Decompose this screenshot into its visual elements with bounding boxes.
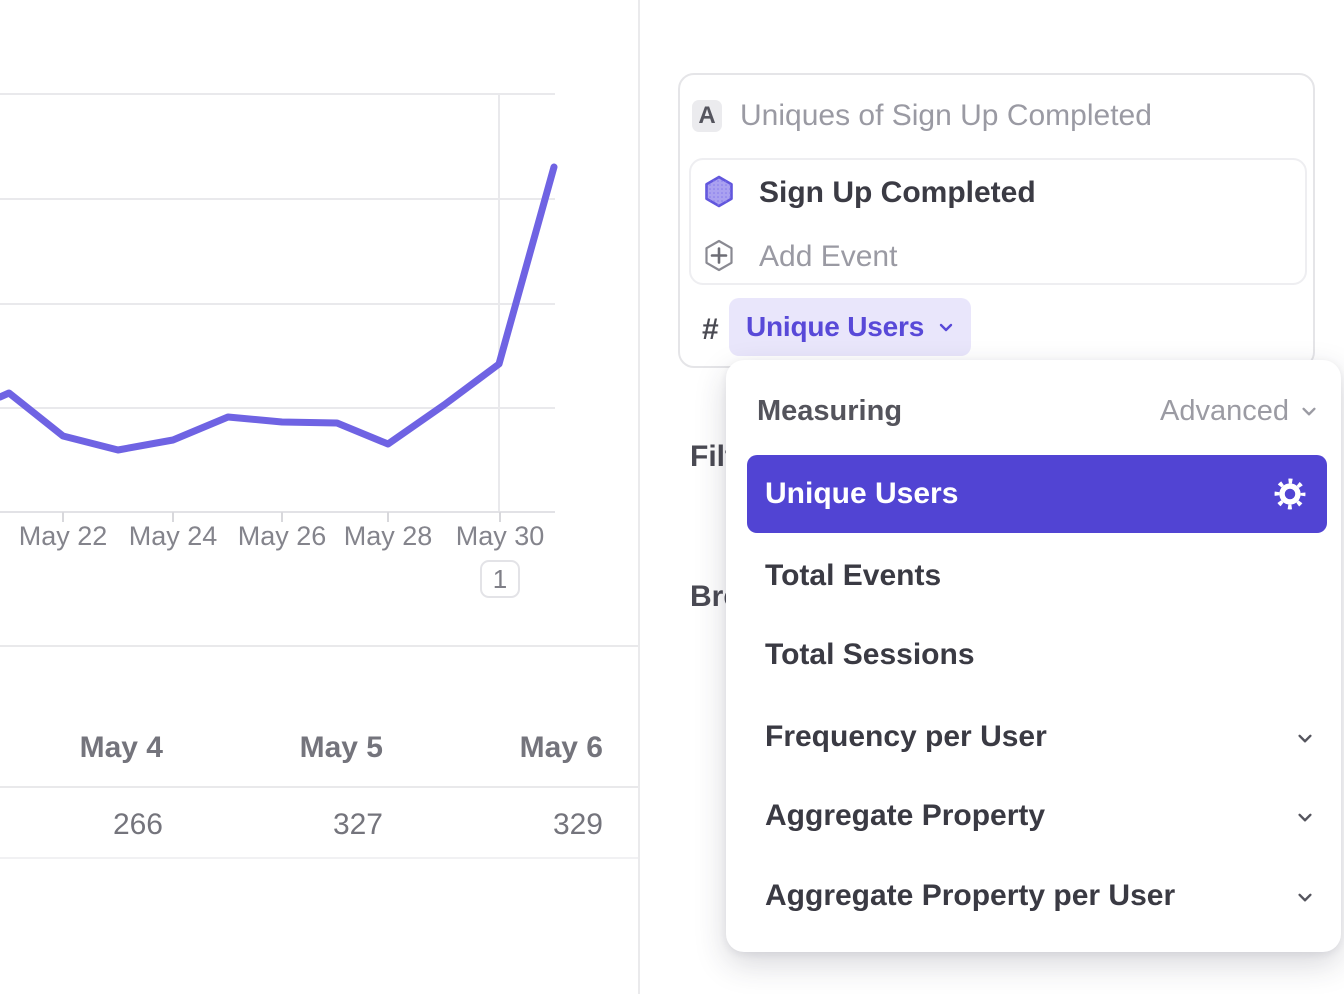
dropdown-header: Measuring Advanced <box>757 395 1322 427</box>
table-header-cell: May 4 <box>79 731 163 764</box>
chevron-down-icon <box>934 315 958 339</box>
annotation-badge[interactable]: 1 <box>480 560 520 598</box>
table-value-cell: 266 <box>112 808 163 841</box>
measuring-label: Measuring <box>757 394 903 427</box>
menu-item-frequency-per-user[interactable]: Frequency per User <box>765 720 1047 753</box>
x-axis-tick-label: May 30 <box>455 521 545 551</box>
x-axis-tick-label: May 22 <box>18 521 108 551</box>
table-value-cell: 327 <box>332 808 383 841</box>
event-hexagon-icon <box>704 175 734 213</box>
menu-item-total-sessions[interactable]: Total Sessions <box>765 638 975 671</box>
advanced-label: Advanced <box>1160 394 1289 427</box>
metric-selector-chip[interactable]: Unique Users <box>729 298 972 356</box>
pane-divider <box>638 0 640 994</box>
series-letter-badge: A <box>692 100 722 132</box>
chevron-down-icon <box>1296 398 1322 424</box>
table-header-cell: May 6 <box>519 731 603 764</box>
chevron-down-icon[interactable] <box>1292 884 1318 915</box>
x-axis-tick-label: May 24 <box>128 521 218 551</box>
chevron-down-icon[interactable] <box>1292 804 1318 835</box>
series-title: Uniques of Sign Up Completed <box>740 99 1152 132</box>
metric-selector-value: Unique Users <box>746 311 925 342</box>
line-chart-svg[interactable] <box>0 0 639 630</box>
table-row-border <box>0 857 638 859</box>
chevron-down-icon[interactable] <box>1292 725 1318 756</box>
menu-item-aggregate-property-per-user[interactable]: Aggregate Property per User <box>765 879 1176 912</box>
table-top-border <box>0 645 638 647</box>
measuring-dropdown-menu: Measuring Advanced Unique Users Total Ev… <box>726 360 1341 952</box>
add-event-icon[interactable] <box>704 239 734 277</box>
event-card: Sign Up Completed Add Event <box>689 158 1307 285</box>
metric-type-symbol: # <box>702 313 719 346</box>
selected-item-label: Unique Users <box>765 477 959 510</box>
menu-item-unique-users-selected[interactable]: Unique Users <box>747 455 1327 533</box>
menu-item-total-events[interactable]: Total Events <box>765 559 942 592</box>
event-name[interactable]: Sign Up Completed <box>759 176 1036 209</box>
metric-series-panel: A Uniques of Sign Up Completed Sign Up C… <box>678 73 1315 368</box>
add-event-button[interactable]: Add Event <box>759 240 898 273</box>
gear-icon[interactable] <box>1273 477 1307 516</box>
menu-item-aggregate-property[interactable]: Aggregate Property <box>765 799 1046 832</box>
x-axis-tick-label: May 26 <box>237 521 327 551</box>
table-header-cell: May 5 <box>299 731 383 764</box>
x-axis-tick-label: May 28 <box>343 521 433 551</box>
table-header-border <box>0 786 638 788</box>
table-value-cell: 329 <box>552 808 603 841</box>
advanced-mode-toggle[interactable]: Advanced <box>1160 395 1322 428</box>
